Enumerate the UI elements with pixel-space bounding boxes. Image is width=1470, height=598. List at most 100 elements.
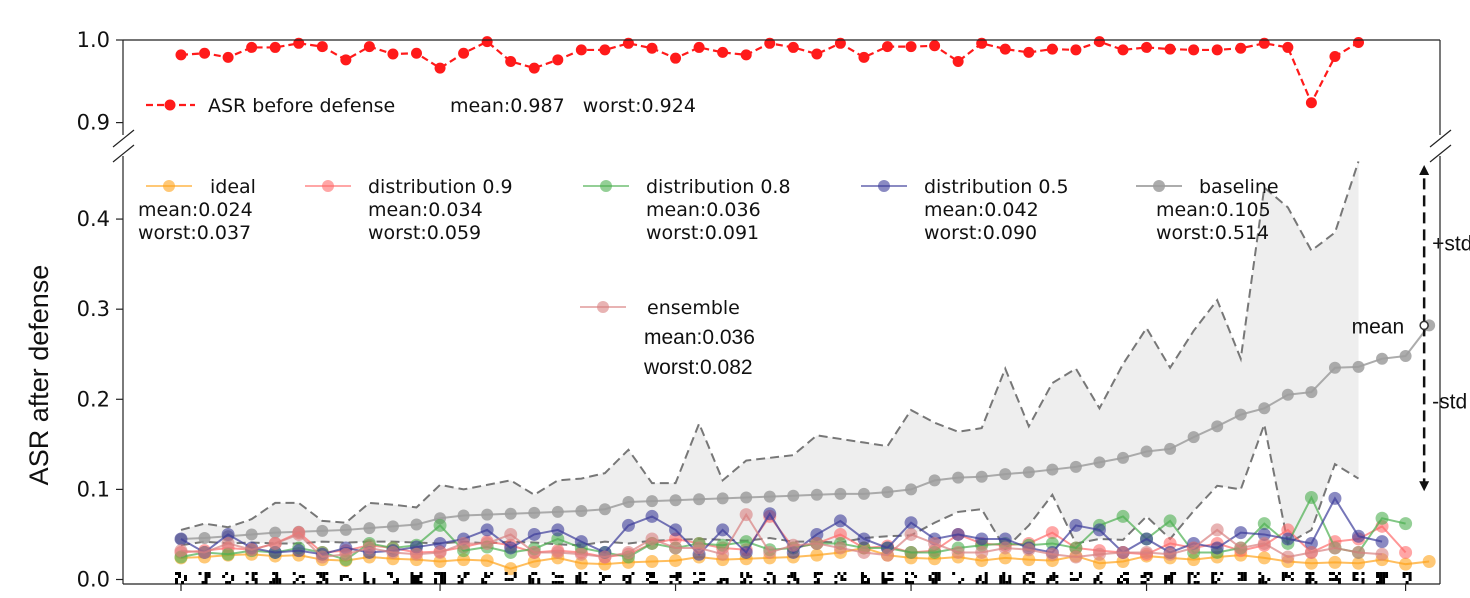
trigger-pattern-pixel: [504, 578, 508, 581]
baseline-point: [481, 508, 494, 521]
trigger-pattern-pixel: [184, 575, 187, 578]
trigger-pattern: [551, 572, 564, 584]
trigger-pattern-pixel: [1243, 578, 1247, 581]
trigger-pattern-pixel: [881, 581, 885, 584]
ensemble-point: [833, 541, 847, 555]
trigger-pattern-pixel: [389, 575, 393, 578]
trigger-pattern: [528, 572, 541, 584]
trigger-pattern-pixel: [905, 578, 909, 581]
axis-break-right-2: [1429, 144, 1452, 163]
distribution-08-point: [1257, 517, 1271, 531]
trigger-pattern-pixel: [1146, 578, 1150, 581]
trigger-pattern-pixel: [1149, 572, 1153, 575]
distribution-05-point: [975, 532, 989, 546]
distribution-05-point: [1304, 536, 1318, 550]
baseline-point: [622, 496, 635, 509]
trigger-pattern-pixel: [322, 578, 326, 581]
trigger-pattern-pixel: [652, 581, 655, 584]
trigger-pattern-pixel: [631, 572, 635, 575]
trigger-pattern-pixel: [460, 581, 464, 584]
ensemble-point: [268, 536, 282, 550]
trigger-pattern-pixel: [1305, 581, 1309, 584]
distribution-05-point: [1281, 532, 1295, 546]
trigger-pattern: [646, 572, 658, 584]
trigger-pattern-pixel: [649, 575, 652, 578]
baseline-upper-std-line: [180, 161, 1360, 531]
trigger-pattern-pixel: [931, 581, 935, 584]
baseline-point: [1164, 442, 1177, 455]
trigger-pattern-pixel: [819, 572, 823, 575]
trigger-pattern-pixel: [1352, 572, 1356, 575]
asr-before-defense-point: [1305, 97, 1317, 109]
asr-before-defense-point: [1046, 43, 1058, 55]
trigger-pattern-pixel: [416, 578, 420, 581]
trigger-pattern-pixel: [1385, 575, 1389, 578]
trigger-pattern-pixel: [1164, 575, 1168, 578]
trigger-pattern-pixel: [419, 575, 423, 578]
trigger-pattern: [716, 578, 729, 584]
asr-before-defense-point: [1235, 42, 1247, 54]
trigger-pattern-pixel: [225, 581, 229, 584]
trigger-pattern-pixel: [339, 578, 343, 581]
trigger-pattern-pixel: [554, 575, 558, 578]
ensemble-point: [598, 550, 612, 564]
baseline-point: [1187, 431, 1200, 444]
trigger-pattern-pixel: [860, 575, 864, 578]
trigger-pattern-pixel: [1408, 575, 1412, 578]
ensemble-point: [1092, 547, 1106, 561]
trigger-pattern: [1258, 572, 1271, 584]
trigger-pattern-pixel: [1382, 575, 1386, 578]
distribution-09-point: [1281, 523, 1295, 537]
trigger-pattern-pixel: [646, 572, 649, 575]
baseline-point: [716, 492, 729, 505]
legend-baseline-marker: [1153, 180, 1165, 192]
trigger-pattern-pixel: [834, 575, 838, 578]
trigger-pattern-pixel: [440, 578, 444, 581]
trigger-pattern-pixel: [1143, 572, 1147, 575]
trigger-pattern-pixel: [1405, 572, 1409, 575]
trigger-pattern-pixel: [1305, 578, 1309, 581]
distribution-05-point: [1257, 527, 1271, 541]
baseline-point: [528, 506, 541, 519]
trigger-pattern-pixel: [272, 572, 276, 575]
top-ytick-label: 0.9: [77, 111, 110, 135]
trigger-pattern-pixel: [625, 575, 629, 578]
distribution-05-point: [574, 535, 588, 549]
minus-std-label: -std: [1432, 390, 1467, 413]
trigger-pattern-pixel: [1140, 581, 1144, 584]
trigger-pattern-pixel: [348, 578, 352, 581]
legend-baseline-label: baseline: [1199, 176, 1279, 198]
trigger-pattern-pixel: [1069, 578, 1073, 581]
trigger-pattern: [598, 572, 611, 584]
asr-before-defense-line: [180, 40, 1360, 106]
trigger-pattern-pixel: [225, 572, 229, 575]
ensemble-point: [198, 545, 212, 559]
trigger-pattern-pixel: [1149, 575, 1153, 578]
trigger-pattern-pixel: [746, 572, 750, 575]
distribution-05-point: [1140, 532, 1154, 546]
trigger-pattern-pixel: [796, 578, 800, 581]
trigger-pattern-pixel: [251, 575, 255, 578]
trigger-pattern-pixel: [178, 575, 181, 578]
baseline-point: [316, 524, 329, 537]
trigger-pattern-pixel: [389, 572, 393, 575]
trigger-pattern-pixel: [484, 581, 488, 584]
trigger-pattern-pixel: [575, 575, 579, 578]
trigger-pattern-pixel: [272, 578, 276, 581]
trigger-pattern-pixel: [793, 578, 797, 581]
baseline-point: [245, 528, 258, 541]
trigger-pattern-pixel: [622, 575, 626, 578]
trigger-pattern-pixel: [1099, 581, 1103, 584]
baseline-point: [999, 468, 1012, 481]
trigger-pattern-pixel: [557, 575, 561, 578]
trigger-pattern-pixel: [999, 578, 1003, 581]
trigger-pattern-pixel: [275, 575, 279, 578]
ideal-point: [810, 548, 824, 562]
ideal-point: [998, 551, 1012, 565]
trigger-pattern-pixel: [575, 578, 579, 581]
trigger-pattern-pixel: [672, 575, 676, 578]
trigger-pattern-pixel: [1237, 572, 1241, 575]
trigger-pattern: [740, 572, 753, 584]
trigger-pattern-pixel: [366, 581, 370, 584]
plus-std-label: +std: [1432, 233, 1470, 256]
